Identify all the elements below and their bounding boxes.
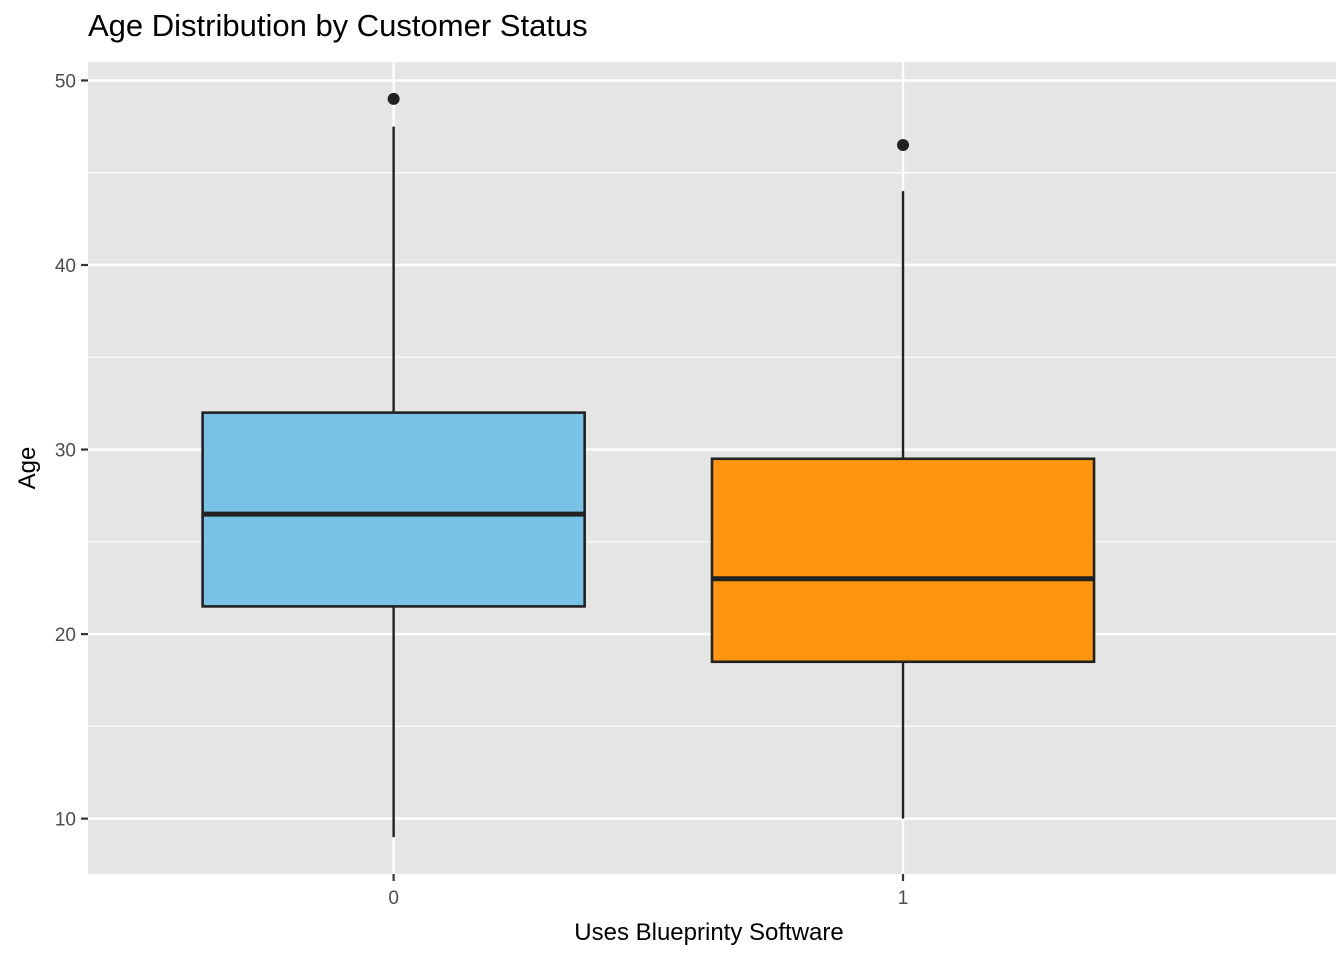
y-tick-label: 50 (55, 71, 76, 92)
box-group-0 (201, 92, 586, 838)
y-tick-label: 20 (55, 625, 76, 646)
outlier-point (387, 92, 400, 105)
y-tick-label: 30 (55, 441, 76, 462)
outlier-point (897, 139, 910, 152)
axis-layer: 10 20 30 40 50 0 1 (55, 71, 908, 909)
y-tick-label: 10 (55, 810, 76, 831)
x-tick-label: 0 (388, 888, 399, 909)
y-axis-title: Age (14, 447, 41, 490)
iqr-box (710, 457, 1096, 664)
x-tick-label: 1 (898, 888, 909, 909)
box-layer (201, 92, 1096, 838)
box-group-1 (710, 139, 1096, 819)
y-tick-label: 40 (55, 256, 76, 277)
chart-title: Age Distribution by Customer Status (88, 8, 588, 43)
x-axis-title: Uses Blueprinty Software (574, 919, 843, 946)
iqr-box (201, 411, 586, 608)
